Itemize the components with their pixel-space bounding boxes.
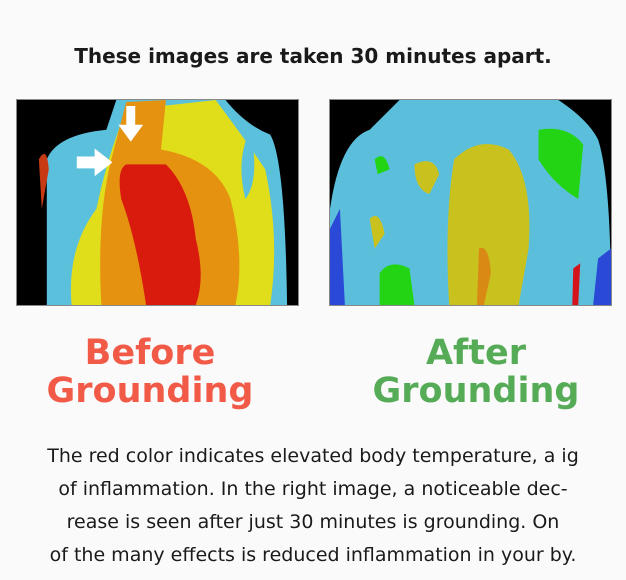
before-label-line2: Grounding	[46, 371, 254, 411]
before-grounding-label: Before Grounding	[0, 334, 300, 410]
arrow-down-icon	[118, 105, 144, 142]
after-label-line1: After	[425, 333, 527, 373]
description-line: of inflammation. In the right image, a n…	[58, 478, 568, 500]
page-heading: These images are taken 30 minutes apart.	[74, 44, 552, 68]
after-label-line2: Grounding	[372, 371, 580, 411]
description-line: of the many effects is reduced inflammat…	[49, 544, 577, 566]
before-label-line1: Before	[84, 333, 216, 373]
description-paragraph: The red color indicates elevated body te…	[0, 440, 626, 572]
before-thermal-image	[16, 99, 299, 306]
arrow-right-icon	[76, 148, 113, 177]
after-grounding-label: After Grounding	[326, 334, 626, 410]
description-line: rease is seen after just 30 minutes is g…	[66, 511, 560, 533]
description-line: The red color indicates elevated body te…	[47, 445, 579, 467]
after-thermal-image	[329, 99, 612, 306]
